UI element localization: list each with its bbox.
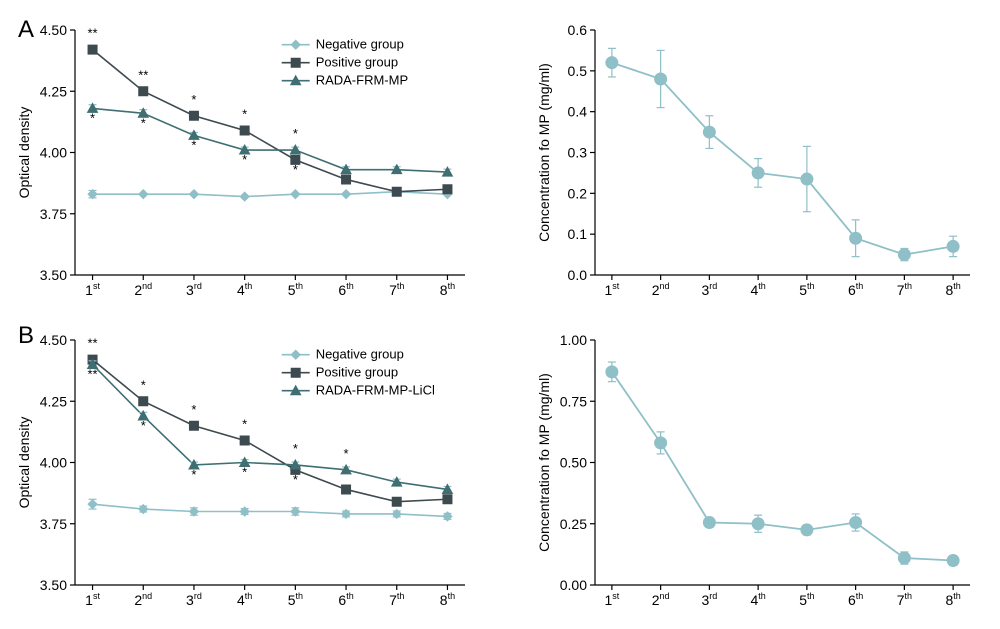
svg-text:0.50: 0.50 [560, 455, 587, 471]
svg-text:7th: 7th [389, 591, 404, 608]
svg-text:RADA-FRM-MP: RADA-FRM-MP [316, 73, 408, 88]
panel-A-left: 3.50 3.75 4.00 4.25 4.50 1st 2nd 3rd 4th 5th 6th 7t… [16, 22, 465, 298]
svg-text:1.00: 1.00 [560, 332, 587, 348]
svg-text:3.50: 3.50 [40, 267, 67, 283]
svg-text:Negative group: Negative group [316, 347, 404, 362]
svg-text:6th: 6th [848, 281, 863, 298]
svg-text:*: * [191, 467, 196, 482]
svg-text:4.50: 4.50 [40, 332, 67, 348]
svg-text:1st: 1st [604, 591, 619, 608]
svg-text:RADA-FRM-MP-LiCl: RADA-FRM-MP-LiCl [316, 383, 435, 398]
svg-text:*: * [242, 416, 247, 431]
svg-text:2nd: 2nd [652, 591, 670, 608]
svg-text:5th: 5th [288, 591, 303, 608]
svg-text:8th: 8th [945, 281, 960, 298]
svg-text:6th: 6th [338, 591, 353, 608]
svg-text:0.25: 0.25 [560, 516, 587, 532]
svg-text:*: * [344, 446, 349, 461]
svg-text:4th: 4th [750, 591, 765, 608]
svg-text:8th: 8th [945, 591, 960, 608]
svg-text:0.75: 0.75 [560, 393, 587, 409]
svg-text:3rd: 3rd [186, 591, 202, 608]
svg-text:7th: 7th [897, 281, 912, 298]
svg-text:**: ** [87, 336, 97, 351]
svg-text:*: * [191, 92, 196, 107]
svg-text:4th: 4th [237, 281, 252, 298]
svg-text:2nd: 2nd [134, 591, 152, 608]
svg-text:0.3: 0.3 [568, 145, 588, 161]
svg-text:6th: 6th [848, 591, 863, 608]
svg-text:2nd: 2nd [652, 281, 670, 298]
svg-text:*: * [293, 126, 298, 141]
svg-text:0.0: 0.0 [568, 267, 588, 283]
svg-text:3rd: 3rd [701, 281, 717, 298]
svg-text:**: ** [87, 26, 97, 41]
panel-B-left: 3.50 3.75 4.00 4.25 4.50 1st 2nd 3rd 4th 5th 6th 7t… [16, 332, 465, 608]
svg-text:3rd: 3rd [186, 281, 202, 298]
svg-text:1st: 1st [85, 281, 100, 298]
svg-text:3.75: 3.75 [40, 516, 67, 532]
svg-text:8th: 8th [440, 281, 455, 298]
svg-text:0.00: 0.00 [560, 577, 587, 593]
svg-text:*: * [191, 137, 196, 152]
svg-text:*: * [141, 418, 146, 433]
svg-text:4th: 4th [750, 281, 765, 298]
svg-text:4.25: 4.25 [40, 83, 67, 99]
svg-text:3.50: 3.50 [40, 577, 67, 593]
svg-text:1st: 1st [85, 591, 100, 608]
svg-text:4.00: 4.00 [40, 455, 67, 471]
svg-text:Positive group: Positive group [316, 55, 398, 70]
svg-text:*: * [90, 110, 95, 125]
svg-text:0.1: 0.1 [568, 226, 588, 242]
svg-text:5th: 5th [288, 281, 303, 298]
svg-text:3rd: 3rd [701, 591, 717, 608]
svg-text:Negative group: Negative group [316, 37, 404, 52]
svg-text:Concentration fo MP (mg/ml): Concentration fo MP (mg/ml) [536, 373, 552, 552]
figure-root: A B 3.50 3.75 4.00 4.25 4.50 1st 2nd 3rd 4th 5th 6… [0, 0, 1000, 629]
svg-text:8th: 8th [440, 591, 455, 608]
svg-text:6th: 6th [338, 281, 353, 298]
svg-text:**: ** [138, 67, 148, 82]
svg-text:3.75: 3.75 [40, 206, 67, 222]
svg-text:0.2: 0.2 [568, 185, 588, 201]
svg-text:0.4: 0.4 [568, 104, 588, 120]
svg-text:*: * [242, 465, 247, 480]
svg-text:Positive group: Positive group [316, 365, 398, 380]
svg-text:4.50: 4.50 [40, 22, 67, 38]
svg-text:4.00: 4.00 [40, 145, 67, 161]
svg-text:4th: 4th [237, 591, 252, 608]
svg-text:5th: 5th [799, 281, 814, 298]
svg-text:**: ** [87, 367, 97, 382]
svg-text:*: * [242, 106, 247, 121]
svg-text:2nd: 2nd [134, 281, 152, 298]
svg-text:*: * [141, 115, 146, 130]
svg-text:7th: 7th [897, 591, 912, 608]
svg-text:*: * [141, 377, 146, 392]
svg-text:0.6: 0.6 [568, 22, 588, 38]
svg-text:Concentration fo MP (mg/ml): Concentration fo MP (mg/ml) [536, 63, 552, 242]
svg-text:*: * [293, 441, 298, 456]
svg-text:Optical density: Optical density [16, 417, 32, 509]
panel-label-B: B [18, 322, 34, 350]
svg-text:7th: 7th [389, 281, 404, 298]
panel-A-right: 0.0 0.1 0.2 0.3 0.4 0.5 0.6 1st 2nd 3rd 4th 5th 6th 7… [536, 22, 970, 298]
svg-text:*: * [191, 402, 196, 417]
panel-B-right: 0.00 0.25 0.50 0.75 1.00 1st 2nd 3rd 4th 5th 6th 7t… [536, 332, 970, 608]
svg-text:1st: 1st [604, 281, 619, 298]
svg-text:0.5: 0.5 [568, 63, 588, 79]
svg-text:4.25: 4.25 [40, 393, 67, 409]
svg-text:5th: 5th [799, 591, 814, 608]
svg-text:*: * [293, 162, 298, 177]
panel-label-A: A [18, 16, 34, 44]
svg-text:*: * [293, 472, 298, 487]
figure-svg: 3.50 3.75 4.00 4.25 4.50 1st 2nd 3rd 4th 5th 6th 7t… [0, 0, 1000, 629]
svg-text:*: * [242, 152, 247, 167]
svg-text:Optical density: Optical density [16, 107, 32, 199]
